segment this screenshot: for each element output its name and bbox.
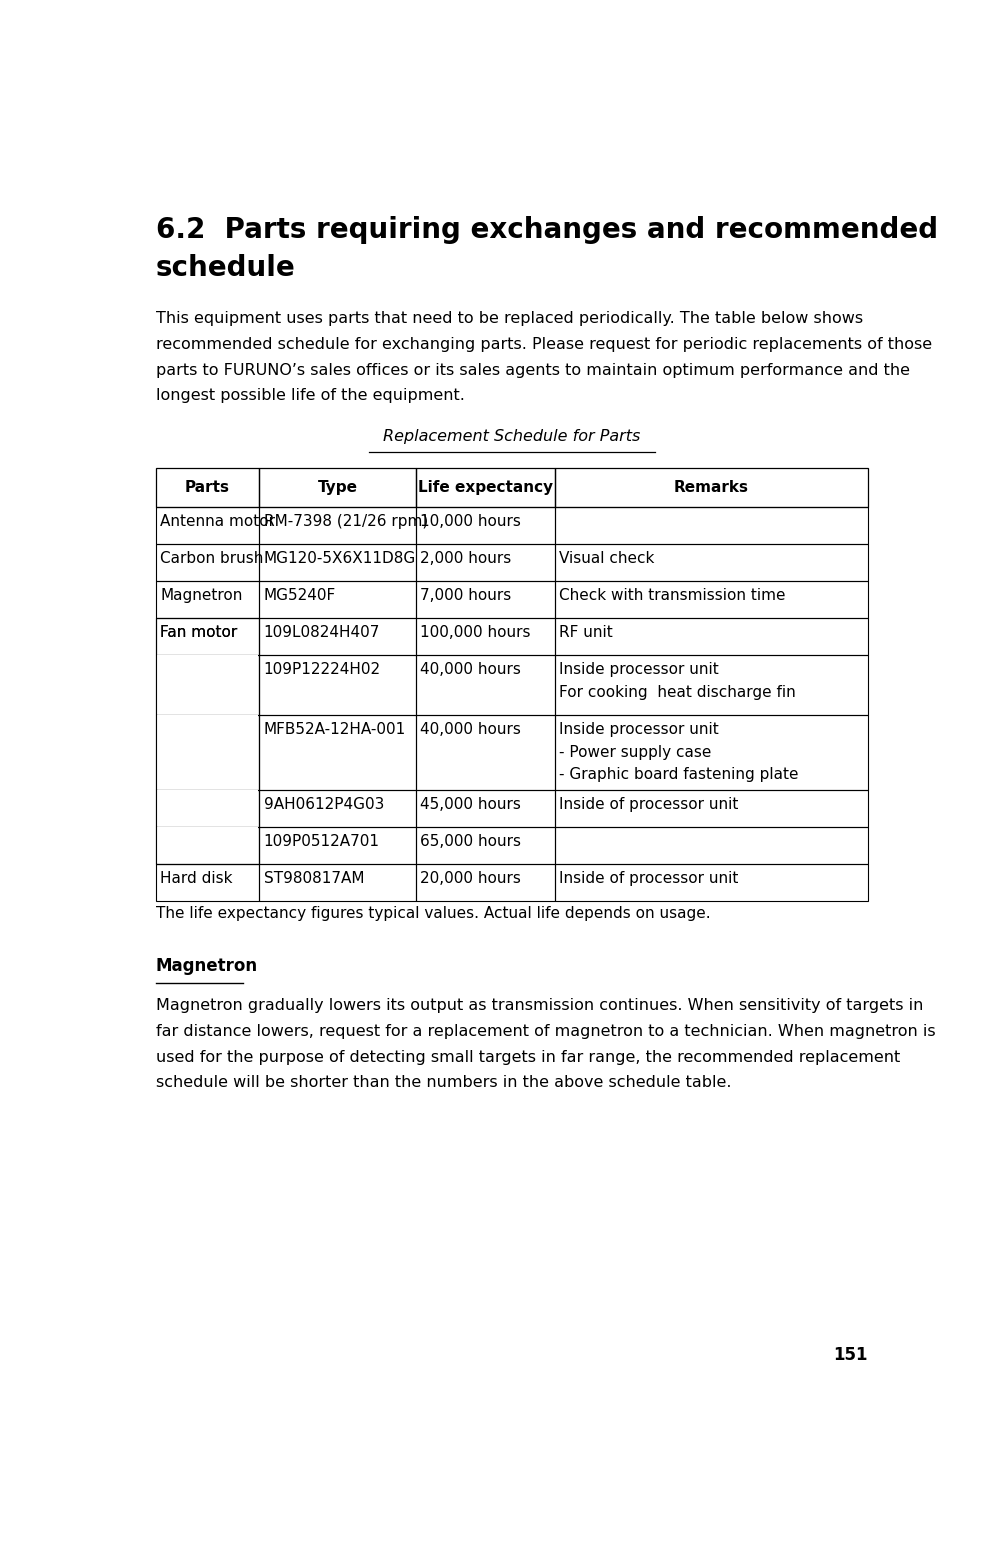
Bar <box>259 715 416 790</box>
Text: The life expectancy figures typical values. Actual life depends on usage.: The life expectancy figures typical valu… <box>156 905 710 921</box>
Text: Parts: Parts <box>185 480 230 494</box>
Text: - Graphic board fastening plate: - Graphic board fastening plate <box>559 767 799 783</box>
Bar <box>554 790 868 828</box>
Text: 151: 151 <box>833 1345 868 1364</box>
Bar <box>259 828 416 863</box>
Bar <box>554 544 868 581</box>
Bar <box>259 656 416 715</box>
Bar <box>157 790 259 826</box>
Text: ST980817AM: ST980817AM <box>264 871 365 887</box>
Text: - Power supply case: - Power supply case <box>559 744 711 760</box>
Text: Life expectancy: Life expectancy <box>418 480 552 494</box>
Text: Remarks: Remarks <box>674 480 749 494</box>
Bar <box>554 863 868 901</box>
Text: 40,000 hours: 40,000 hours <box>421 662 521 677</box>
Text: MFB52A-12HA-001: MFB52A-12HA-001 <box>264 722 406 738</box>
Text: This equipment uses parts that need to be replaced periodically. The table below: This equipment uses parts that need to b… <box>156 312 863 327</box>
Bar <box>259 790 416 828</box>
Text: Inside of processor unit: Inside of processor unit <box>559 871 738 887</box>
Text: 65,000 hours: 65,000 hours <box>421 834 521 849</box>
Text: Magnetron: Magnetron <box>161 589 243 603</box>
Text: RM-7398 (21/26 rpm): RM-7398 (21/26 rpm) <box>264 515 428 530</box>
Bar <box>554 507 868 544</box>
Bar <box>554 618 868 656</box>
Text: Hard disk: Hard disk <box>161 871 233 887</box>
Text: longest possible life of the equipment.: longest possible life of the equipment. <box>156 389 465 403</box>
Bar <box>554 581 868 618</box>
Text: Magnetron: Magnetron <box>156 958 258 975</box>
Text: 6.2  Parts requiring exchanges and recommended: 6.2 Parts requiring exchanges and recomm… <box>156 215 938 243</box>
Text: 100,000 hours: 100,000 hours <box>421 625 531 640</box>
Text: Fan motor: Fan motor <box>161 625 238 640</box>
Text: Fan motor: Fan motor <box>161 625 238 640</box>
Bar <box>259 618 416 656</box>
Text: For cooking  heat discharge fin: For cooking heat discharge fin <box>559 685 796 701</box>
Bar <box>554 828 868 863</box>
Text: far distance lowers, request for a replacement of magnetron to a technician. Whe: far distance lowers, request for a repla… <box>156 1025 935 1038</box>
Text: Type: Type <box>318 480 358 494</box>
Text: 9AH0612P4G03: 9AH0612P4G03 <box>264 797 385 812</box>
Text: used for the purpose of detecting small targets in far range, the recommended re: used for the purpose of detecting small … <box>156 1049 900 1065</box>
Text: schedule: schedule <box>156 254 296 282</box>
Text: Replacement Schedule for Parts: Replacement Schedule for Parts <box>384 429 640 445</box>
Text: MG120-5X6X11D8G: MG120-5X6X11D8G <box>264 552 416 566</box>
Bar <box>156 790 259 828</box>
Bar <box>259 468 416 507</box>
Text: Check with transmission time: Check with transmission time <box>559 589 786 603</box>
Text: 2,000 hours: 2,000 hours <box>421 552 511 566</box>
Text: Magnetron gradually lowers its output as transmission continues. When sensitivit: Magnetron gradually lowers its output as… <box>156 998 923 1014</box>
Bar <box>416 468 554 507</box>
Text: Antenna motor: Antenna motor <box>161 515 276 530</box>
Bar <box>416 715 554 790</box>
Text: 10,000 hours: 10,000 hours <box>421 515 521 530</box>
Text: Carbon brush: Carbon brush <box>161 552 264 566</box>
Bar <box>156 715 259 790</box>
Bar <box>156 656 259 715</box>
Bar <box>416 544 554 581</box>
Text: 20,000 hours: 20,000 hours <box>421 871 521 887</box>
Bar <box>156 618 259 656</box>
Bar <box>156 468 259 507</box>
Text: 40,000 hours: 40,000 hours <box>421 722 521 738</box>
Bar <box>554 468 868 507</box>
Bar <box>416 863 554 901</box>
Bar <box>157 828 259 863</box>
Bar <box>259 544 416 581</box>
Text: Inside processor unit: Inside processor unit <box>559 722 719 738</box>
Bar <box>156 618 259 863</box>
Bar <box>156 863 259 901</box>
Bar <box>156 581 259 618</box>
Text: 109P12224H02: 109P12224H02 <box>264 662 381 677</box>
Bar <box>554 715 868 790</box>
Text: 109P0512A701: 109P0512A701 <box>264 834 380 849</box>
Text: RF unit: RF unit <box>559 625 613 640</box>
Bar <box>416 656 554 715</box>
Text: recommended schedule for exchanging parts. Please request for periodic replaceme: recommended schedule for exchanging part… <box>156 336 932 352</box>
Bar <box>156 828 259 863</box>
Bar <box>416 790 554 828</box>
Bar <box>259 863 416 901</box>
Bar <box>259 581 416 618</box>
Bar <box>259 507 416 544</box>
Text: Inside of processor unit: Inside of processor unit <box>559 797 738 812</box>
Bar <box>156 544 259 581</box>
Text: MG5240F: MG5240F <box>264 589 336 603</box>
Bar <box>157 656 259 713</box>
Bar <box>416 828 554 863</box>
Bar <box>416 618 554 656</box>
Text: parts to FURUNO’s sales offices or its sales agents to maintain optimum performa: parts to FURUNO’s sales offices or its s… <box>156 363 910 378</box>
Bar <box>416 581 554 618</box>
Text: 109L0824H407: 109L0824H407 <box>264 625 381 640</box>
Bar <box>157 715 259 789</box>
Bar <box>554 656 868 715</box>
Text: Inside processor unit: Inside processor unit <box>559 662 719 677</box>
Text: schedule will be shorter than the numbers in the above schedule table.: schedule will be shorter than the number… <box>156 1076 731 1090</box>
Bar <box>156 507 259 544</box>
Text: Visual check: Visual check <box>559 552 654 566</box>
Text: 45,000 hours: 45,000 hours <box>421 797 521 812</box>
Text: 7,000 hours: 7,000 hours <box>421 589 511 603</box>
Bar <box>416 507 554 544</box>
